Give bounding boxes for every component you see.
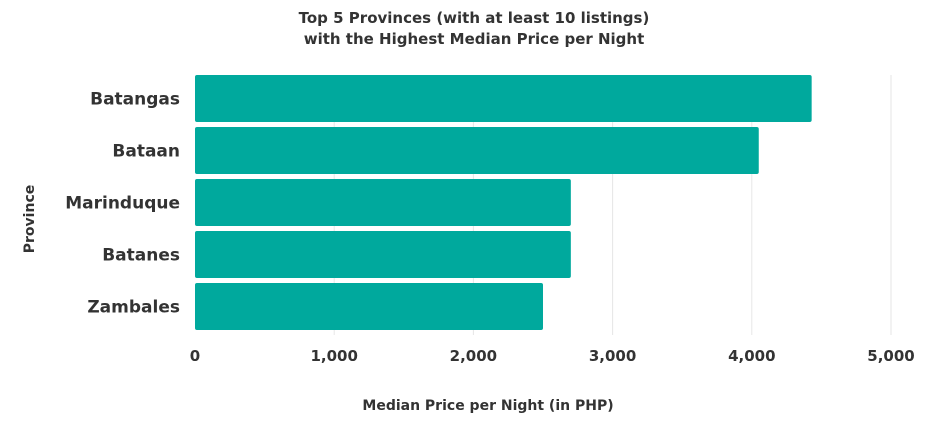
x-tick-label: 1,000 — [310, 347, 357, 365]
bar-batanes — [195, 231, 571, 278]
category-label-bataan: Bataan — [112, 142, 180, 162]
category-label-zambales: Zambales — [87, 298, 180, 318]
x-tick-label: 4,000 — [728, 347, 775, 365]
bar-batangas — [195, 75, 812, 122]
chart-title: Top 5 Provinces (with at least 10 listin… — [0, 8, 948, 50]
x-tick-label: 5,000 — [867, 347, 914, 365]
x-tick-label: 0 — [190, 347, 200, 365]
bar-zambales — [195, 283, 543, 330]
category-label-batangas: Batangas — [90, 90, 180, 110]
x-tick-label: 2,000 — [450, 347, 497, 365]
chart-title-line-2: with the Highest Median Price per Night — [303, 30, 645, 48]
y-axis-title: Province — [22, 185, 38, 253]
category-label-batanes: Batanes — [102, 246, 180, 266]
x-tick-label: 3,000 — [589, 347, 636, 365]
bar-marinduque — [195, 179, 571, 226]
category-labels: Batangas Bataan Marinduque Batanes Zambales — [65, 90, 180, 318]
x-tick-labels: 0 1,000 2,000 3,000 4,000 5,000 — [190, 347, 915, 365]
bar-layer — [195, 75, 812, 330]
chart-title-line-1: Top 5 Provinces (with at least 10 listin… — [298, 9, 650, 27]
bar-bataan — [195, 127, 759, 174]
x-axis-title: Median Price per Night (in PHP) — [362, 398, 613, 414]
category-label-marinduque: Marinduque — [65, 194, 180, 214]
